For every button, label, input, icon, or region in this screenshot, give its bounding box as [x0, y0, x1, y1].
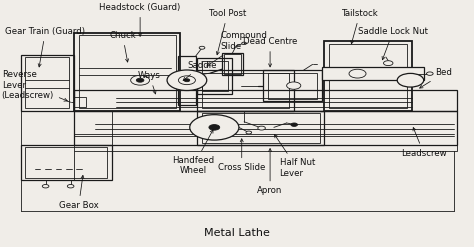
Bar — [322, 67, 424, 80]
Text: Compound
Slide: Compound Slide — [207, 31, 267, 66]
Text: Half Nut
Lever: Half Nut Lever — [274, 135, 315, 178]
Circle shape — [167, 70, 207, 90]
Text: Tool Post: Tool Post — [209, 9, 246, 55]
Text: Tailstock: Tailstock — [341, 9, 378, 44]
Circle shape — [184, 79, 190, 82]
Bar — [79, 35, 175, 108]
Circle shape — [178, 76, 195, 85]
Circle shape — [209, 124, 220, 130]
Text: Dead Centre: Dead Centre — [243, 37, 297, 67]
Text: Ways: Ways — [138, 71, 161, 94]
Bar — [222, 53, 243, 75]
Text: Saddle: Saddle — [183, 61, 217, 81]
Bar — [324, 41, 412, 111]
Text: Reverse
Lever
(Leadscrew): Reverse Lever (Leadscrew) — [1, 70, 67, 101]
Text: Leadscrew: Leadscrew — [401, 127, 447, 158]
Circle shape — [246, 131, 252, 134]
Text: Gear Train (Guard): Gear Train (Guard) — [5, 27, 85, 67]
Text: Apron: Apron — [257, 149, 283, 195]
Bar — [74, 33, 180, 111]
Circle shape — [291, 123, 298, 126]
Text: Bed: Bed — [419, 68, 452, 88]
Circle shape — [258, 126, 265, 130]
Bar — [201, 73, 289, 108]
Circle shape — [137, 78, 144, 82]
Text: Gear Box: Gear Box — [59, 175, 99, 210]
Text: Metal Lathe: Metal Lathe — [204, 228, 270, 238]
Bar — [74, 145, 457, 151]
Circle shape — [397, 73, 424, 87]
Bar — [74, 111, 457, 145]
Circle shape — [383, 61, 393, 66]
Bar — [329, 44, 407, 108]
Circle shape — [242, 42, 246, 44]
Circle shape — [427, 72, 433, 75]
Bar — [74, 90, 457, 111]
Bar — [20, 55, 74, 111]
Bar — [197, 70, 294, 111]
Circle shape — [190, 115, 239, 140]
Bar — [201, 113, 319, 143]
Circle shape — [199, 46, 205, 49]
Circle shape — [131, 75, 150, 85]
Circle shape — [287, 82, 301, 89]
Text: Headstock (Guard): Headstock (Guard) — [100, 3, 181, 36]
Bar — [20, 145, 112, 180]
Bar — [25, 57, 69, 108]
Bar — [268, 73, 318, 99]
Circle shape — [67, 185, 74, 188]
Bar — [201, 61, 228, 91]
Bar — [197, 111, 324, 145]
Bar — [25, 147, 107, 178]
Bar — [178, 56, 196, 105]
Bar — [224, 54, 241, 74]
Bar — [263, 70, 322, 101]
Circle shape — [349, 69, 366, 78]
Circle shape — [42, 185, 49, 188]
Bar — [197, 58, 232, 94]
Text: Handfeed
Wheel: Handfeed Wheel — [173, 130, 215, 175]
Bar — [74, 97, 86, 107]
Text: Saddle Lock Nut: Saddle Lock Nut — [358, 27, 428, 60]
Text: Cross Slide: Cross Slide — [218, 139, 265, 172]
Text: Chuck: Chuck — [109, 31, 136, 62]
